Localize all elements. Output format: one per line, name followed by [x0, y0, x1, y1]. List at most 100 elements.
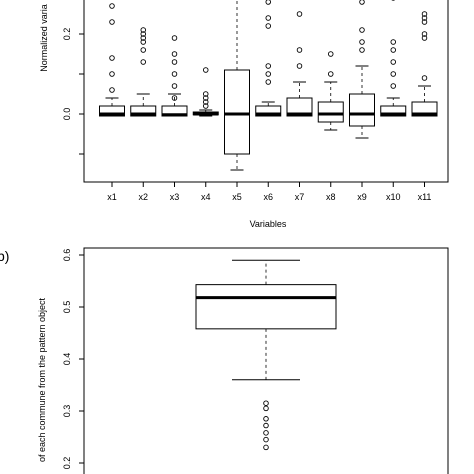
- panel-a-x-tick-label-x9: x9: [357, 192, 367, 202]
- panel-b-box-outlier-5: [263, 416, 269, 422]
- panel-a-x11-outlier-5: [421, 15, 428, 21]
- panel-a-boxes: [99, 0, 438, 171]
- panel-a-x2-outlier-3: [140, 39, 146, 45]
- panel-a-x-tick-label-x10: x10: [386, 192, 401, 202]
- panel-a-x10-outlier-3: [390, 59, 397, 65]
- panel-a-x7-outlier-1: [296, 63, 303, 69]
- panel-a-x8-outlier-2: [328, 51, 334, 57]
- panel-a-x4-outlier-1: [202, 103, 209, 109]
- panel-a-x5-iqr-box: [224, 69, 250, 155]
- panel-a-x3-outlier-6: [171, 35, 178, 41]
- panel-b-boxes: [195, 259, 337, 451]
- panel-a-x1-outlier-5: [109, 3, 115, 9]
- panel-a-x-tick-label-x6: x6: [263, 192, 273, 202]
- panel-a-x11-outlier-2: [421, 35, 428, 41]
- panel-b-y-axis: 0.2 0.3 0.4 0.5 0.6: [62, 249, 85, 469]
- panel-a-x-tick-label-x2: x2: [138, 192, 148, 202]
- panel-a-x-tick-label-x1: x1: [107, 192, 117, 202]
- panel-a-x6-outlier-3: [265, 63, 272, 69]
- panel-b-tag: b): [0, 248, 9, 264]
- panel-a-x5-box: [224, 0, 250, 171]
- panel-b-y-tick-label-2: 0.3: [62, 405, 72, 418]
- panel-a-x4-outlier-4: [202, 91, 209, 97]
- panel-b-box-outlier-1: [263, 444, 269, 451]
- panel-a-x2-outlier-4: [140, 35, 146, 41]
- panel-a-y-axis: 0.0 0.2: [62, 28, 84, 155]
- panel-a-x6-outlier-4: [265, 23, 272, 29]
- panel-a-x7-outlier-2: [296, 47, 303, 53]
- panel-a-x7-outlier-3: [296, 11, 303, 17]
- panel-a-x2-box: [130, 27, 157, 117]
- panel-a-x3-box: [161, 35, 188, 117]
- panel-b-box-outlier-6: [263, 405, 269, 412]
- panel-b-box-outlier-3: [263, 430, 269, 436]
- panel-a-x10-outlier-2: [390, 71, 397, 77]
- panel-a-x8-iqr-box: [317, 101, 344, 123]
- panel-a-x-tick-label-x4: x4: [201, 192, 211, 202]
- panel-a-x10-box: [380, 0, 407, 117]
- panel-a-x10-outlier-4: [390, 47, 397, 53]
- panel-b-box-outlier-4: [263, 422, 269, 429]
- panel-a-x1-outlier-1: [109, 87, 115, 93]
- panel-a-x4-outlier-3: [202, 95, 209, 101]
- panel-a-x6-iqr-box: [255, 105, 282, 117]
- panel-b-box-box: [195, 259, 337, 451]
- panel-a-x-axis: x1 x2 x3 x4 x5 x6 x7 x8 x9 x10 x11: [107, 181, 432, 202]
- panel-a-x-tick-label-x3: x3: [170, 192, 180, 202]
- panel-a-y-axis-label: Normalized varia: [39, 4, 49, 72]
- panel-a-x4-box: [192, 67, 219, 117]
- panel-a-x11-outlier-6: [421, 11, 428, 17]
- panel-a-x8-box: [317, 51, 344, 131]
- panel-a: 0.0 0.2 x1 x2 x3 x4 x5 x6 x7 x8 x9 x10 x11 Normaliz…: [39, 0, 449, 229]
- panel-a-x4-outlier-5: [202, 67, 209, 73]
- panel-a-x6-outlier-2: [265, 71, 272, 77]
- panel-a-x2-outlier-6: [140, 27, 146, 33]
- panel-a-x10-iqr-box: [380, 105, 407, 117]
- panel-b-box-outlier-2: [263, 436, 269, 443]
- panel-b-box-outlier-7: [263, 400, 269, 406]
- panel-b-y-tick-label-4: 0.5: [62, 301, 72, 314]
- panel-a-x6-outlier-1: [265, 79, 272, 85]
- panel-b-y-tick-label-3: 0.4: [62, 353, 72, 366]
- panel-a-y-tick-label-2: 0.0: [62, 108, 72, 121]
- panel-a-x1-iqr-box: [99, 105, 125, 117]
- panel-a-x1-outlier-2: [109, 71, 115, 77]
- panel-a-x-tick-label-x11: x11: [418, 192, 432, 202]
- panel-a-x11-box: [411, 11, 438, 117]
- panel-a-x11-outlier-3: [421, 31, 428, 37]
- panel-a-x11-outlier-4: [421, 19, 428, 25]
- panel-a-y-tick-label-4: 0.2: [62, 28, 72, 41]
- panel-a-x3-outlier-5: [171, 51, 178, 57]
- panel-a-x-tick-label-x7: x7: [295, 192, 305, 202]
- panel-a-x2-outlier-2: [140, 47, 146, 53]
- panel-a-x2-outlier-5: [140, 31, 146, 37]
- panel-a-x9-outlier-1: [359, 47, 365, 53]
- panel-a-x9-outlier-3: [359, 27, 365, 33]
- panel-a-x2-iqr-box: [130, 105, 157, 117]
- panel-a-x6-box: [255, 0, 282, 117]
- panel-a-x7-box: [286, 11, 313, 117]
- panel-a-x1-outlier-3: [109, 55, 115, 61]
- panel-a-x3-outlier-1: [171, 95, 178, 101]
- panel-a-x3-outlier-3: [171, 71, 178, 77]
- panel-a-x-tick-label-x8: x8: [326, 192, 336, 202]
- panel-b-box-iqr-box: [195, 284, 337, 330]
- panel-a-x4-outlier-2: [202, 99, 209, 105]
- panel-a-x1-box: [99, 3, 125, 117]
- panel-a-x6-outlier-6: [265, 0, 271, 5]
- panel-a-x9-iqr-box: [349, 93, 375, 127]
- panel-b-y-tick-label-5: 0.6: [62, 249, 72, 262]
- panel-a-x10-outlier-5: [390, 39, 397, 45]
- panel-a-x-tick-label-x5: x5: [232, 192, 242, 202]
- panel-a-x8-outlier-1: [328, 71, 334, 77]
- panel-a-x9-outlier-2: [359, 39, 365, 45]
- panel-b: b) 0.2 0.3 0.4 0.5 0.6 of each commune from …: [0, 247, 449, 474]
- panel-a-x3-outlier-4: [171, 59, 178, 65]
- panel-b-y-axis-label: of each commune from the pattern object: [37, 297, 47, 462]
- panel-a-x7-iqr-box: [286, 97, 313, 117]
- panel-a-x2-outlier-1: [140, 59, 146, 65]
- panel-a-x3-outlier-2: [171, 83, 178, 89]
- panel-a-x9-outlier-4: [359, 0, 365, 5]
- panel-a-x9-box: [349, 0, 375, 139]
